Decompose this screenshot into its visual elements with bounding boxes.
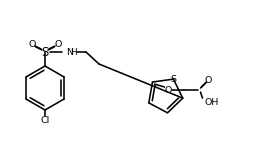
Text: O: O [165, 85, 172, 95]
Text: H: H [70, 47, 77, 57]
Text: OH: OH [205, 98, 219, 107]
Text: S: S [171, 75, 176, 84]
Text: Cl: Cl [40, 115, 50, 124]
Text: S: S [41, 46, 49, 58]
Text: O: O [54, 39, 62, 48]
Text: O: O [28, 39, 36, 48]
Text: N: N [66, 47, 73, 57]
Text: O: O [205, 76, 212, 85]
